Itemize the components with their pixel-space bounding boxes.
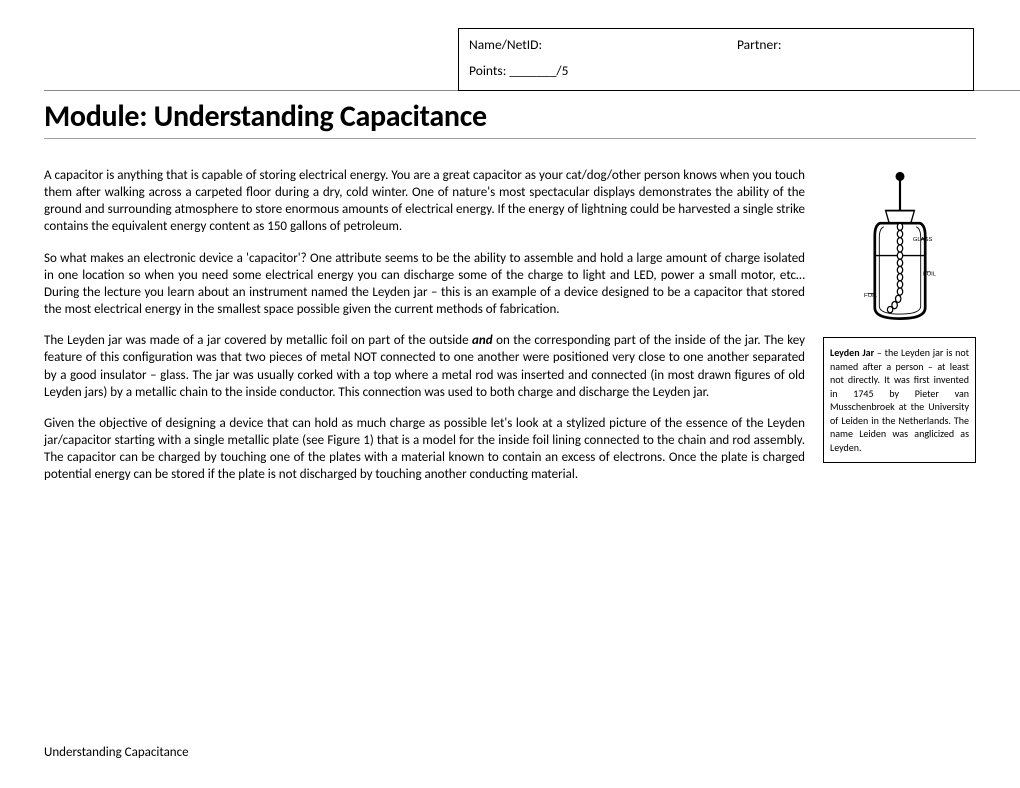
body-content: GLASS FOIL FOIL Leyden Jar – the Leyden …: [44, 167, 976, 484]
name-netid-label[interactable]: Name/NetID:: [469, 35, 737, 55]
glass-label: GLASS: [912, 237, 932, 243]
p3-and: and: [472, 333, 493, 348]
p3-part-a: The Leyden jar was made of a jar covered…: [44, 333, 472, 348]
caption-text: – the Leyden jar is not named after a pe…: [830, 346, 969, 454]
foil-right-label: FOIL: [923, 271, 937, 277]
title-section: Module: Understanding Capacitance: [44, 98, 976, 139]
footer-text: Understanding Capacitance: [44, 745, 189, 760]
partner-label[interactable]: Partner:: [737, 35, 963, 55]
sidebar-float: GLASS FOIL FOIL Leyden Jar – the Leyden …: [823, 167, 976, 463]
points-label[interactable]: Points: _______/5: [469, 61, 963, 81]
caption-term: Leyden Jar: [830, 346, 874, 359]
page-title: Module: Understanding Capacitance: [44, 98, 976, 135]
foil-left-label: FOIL: [864, 293, 878, 299]
leyden-jar-icon: GLASS FOIL FOIL: [855, 170, 945, 325]
sidebar-caption-box: Leyden Jar – the Leyden jar is not named…: [823, 337, 976, 463]
leyden-jar-figure: GLASS FOIL FOIL: [823, 167, 976, 327]
header-info-box: Name/NetID: Partner: Points: _______/5: [458, 28, 974, 91]
